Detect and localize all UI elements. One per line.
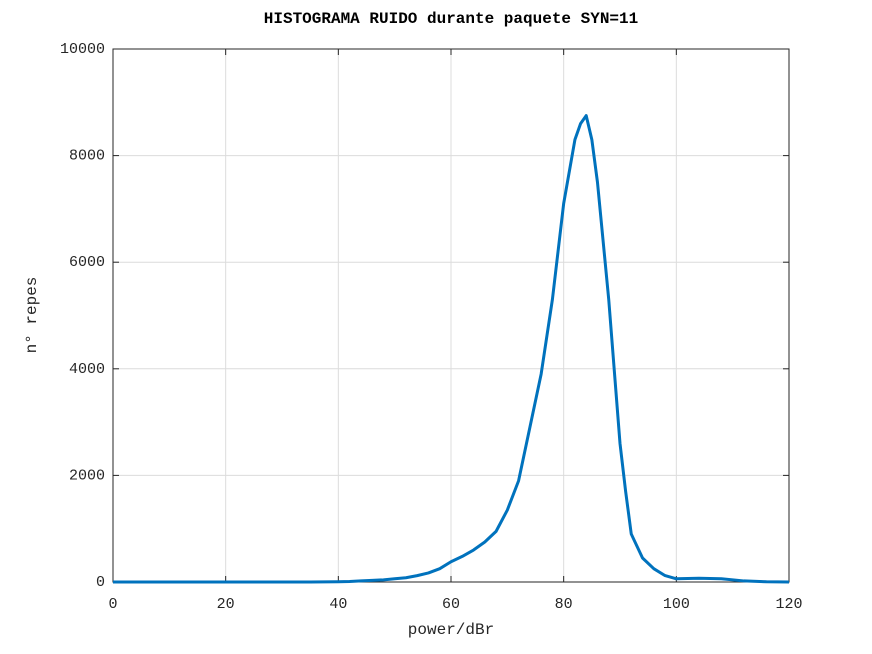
y-axis-label: n° repes [23, 277, 41, 354]
y-tick-label: 8000 [69, 148, 105, 165]
y-tick-label: 2000 [69, 467, 105, 484]
y-tick-label: 6000 [69, 254, 105, 271]
x-tick-label: 120 [775, 596, 802, 613]
x-tick-label: 100 [663, 596, 690, 613]
y-tick-label: 0 [96, 574, 105, 591]
x-tick-label: 80 [555, 596, 573, 613]
data-line [113, 114, 790, 584]
y-tick-label: 10000 [60, 41, 105, 58]
x-tick-label: 20 [217, 596, 235, 613]
x-axis-label: power/dBr [408, 621, 494, 639]
x-tick-label: 60 [442, 596, 460, 613]
chart-title: HISTOGRAMA RUIDO durante paquete SYN=11 [264, 10, 638, 28]
x-tick-label: 0 [108, 596, 117, 613]
x-tick-label: 40 [329, 596, 347, 613]
y-tick-label: 4000 [69, 361, 105, 378]
plot-frame [112, 48, 790, 583]
